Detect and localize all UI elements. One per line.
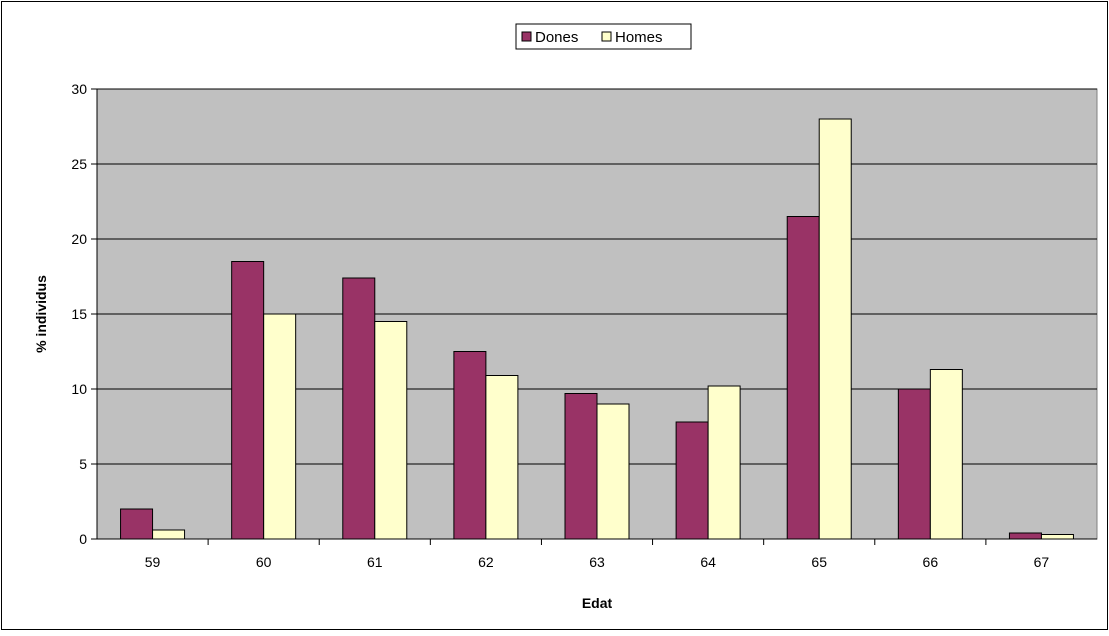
x-tick-label: 67 xyxy=(1034,554,1050,570)
bar-homes-65 xyxy=(818,118,852,540)
bar-homes-62 xyxy=(485,375,519,540)
x-tick-label: 59 xyxy=(145,554,161,570)
bar-dones-64 xyxy=(675,421,709,540)
bar-dones-59 xyxy=(120,508,154,540)
x-tick-label: 62 xyxy=(478,554,494,570)
x-tick-label: 64 xyxy=(700,554,716,570)
x-tick-label: 66 xyxy=(923,554,939,570)
bars xyxy=(120,118,1074,540)
y-tick-label: 20 xyxy=(71,231,87,247)
bar-dones-63 xyxy=(564,393,598,540)
x-tick-label: 63 xyxy=(589,554,605,570)
bar-dones-66 xyxy=(897,388,931,540)
bar-homes-60 xyxy=(263,313,297,540)
bar-dones-61 xyxy=(342,277,376,540)
bar-homes-61 xyxy=(374,321,408,540)
bar-homes-59 xyxy=(152,529,186,540)
legend-label-dones: Dones xyxy=(535,29,578,46)
x-axis-title: Edat xyxy=(582,595,613,611)
bar-dones-67 xyxy=(1008,532,1042,540)
x-tick-label: 61 xyxy=(367,554,383,570)
x-tick-label: 60 xyxy=(256,554,272,570)
legend-swatch-homes xyxy=(601,31,612,42)
axes: 0 5 10 15 20 25 30 59 60 61 62 63 64 65 66 67 xyxy=(71,81,1097,570)
bar-homes-63 xyxy=(596,403,630,540)
y-tick-label: 10 xyxy=(71,381,87,397)
y-tick-label: 0 xyxy=(79,531,87,547)
y-tick-label: 15 xyxy=(71,306,87,322)
bar-homes-67 xyxy=(1040,534,1074,540)
legend-swatch-dones xyxy=(521,31,532,42)
x-tick-label: 65 xyxy=(811,554,827,570)
y-axis-title: % individus xyxy=(33,275,49,353)
legend-label-homes: Homes xyxy=(615,29,663,46)
y-tick-label: 30 xyxy=(71,81,87,97)
y-tick-label: 25 xyxy=(71,156,87,172)
legend: Dones Homes xyxy=(515,23,692,50)
y-tick-label: 5 xyxy=(79,456,87,472)
bar-dones-65 xyxy=(786,216,820,540)
bar-dones-62 xyxy=(453,351,487,540)
bar-homes-64 xyxy=(707,385,741,540)
bar-dones-60 xyxy=(231,261,265,540)
bar-homes-66 xyxy=(929,369,963,540)
